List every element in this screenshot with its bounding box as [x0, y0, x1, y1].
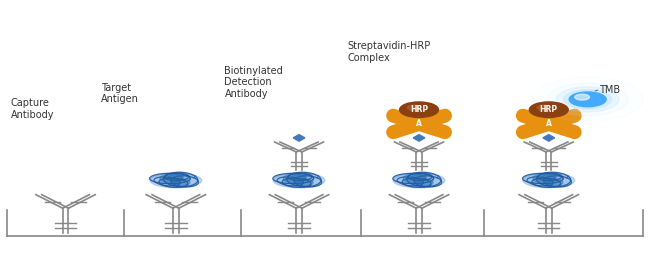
- Circle shape: [556, 87, 619, 112]
- Polygon shape: [413, 135, 425, 141]
- Circle shape: [564, 90, 612, 109]
- Polygon shape: [407, 172, 441, 187]
- Circle shape: [537, 105, 551, 110]
- Circle shape: [411, 174, 426, 180]
- Circle shape: [533, 174, 555, 183]
- Circle shape: [292, 174, 306, 180]
- Polygon shape: [543, 135, 554, 141]
- Circle shape: [529, 102, 568, 118]
- Text: HRP: HRP: [410, 105, 428, 114]
- Text: Target
Antigen: Target Antigen: [101, 82, 139, 104]
- Polygon shape: [523, 173, 564, 184]
- Text: A: A: [416, 119, 422, 128]
- Circle shape: [541, 174, 556, 180]
- Polygon shape: [150, 173, 190, 184]
- Circle shape: [408, 105, 421, 110]
- Circle shape: [547, 83, 629, 115]
- Ellipse shape: [150, 173, 202, 188]
- Circle shape: [569, 92, 606, 107]
- Circle shape: [283, 174, 305, 183]
- Text: Capture
Antibody: Capture Antibody: [10, 98, 54, 120]
- Circle shape: [403, 174, 425, 183]
- Circle shape: [532, 77, 643, 121]
- Polygon shape: [164, 172, 198, 187]
- Text: HRP: HRP: [540, 105, 558, 114]
- Circle shape: [160, 174, 182, 183]
- Polygon shape: [293, 135, 305, 141]
- Polygon shape: [287, 172, 321, 187]
- Circle shape: [294, 179, 313, 186]
- Circle shape: [545, 179, 563, 186]
- Circle shape: [172, 179, 190, 186]
- Polygon shape: [536, 172, 571, 187]
- Text: Biotinylated
Detection
Antibody: Biotinylated Detection Antibody: [224, 66, 283, 99]
- Polygon shape: [273, 173, 313, 184]
- Ellipse shape: [393, 173, 445, 188]
- Circle shape: [168, 174, 183, 180]
- Polygon shape: [402, 178, 431, 187]
- Circle shape: [575, 94, 590, 100]
- Text: A: A: [546, 119, 552, 128]
- Ellipse shape: [523, 173, 575, 188]
- Polygon shape: [282, 178, 311, 187]
- Polygon shape: [532, 178, 561, 187]
- Circle shape: [415, 179, 433, 186]
- Circle shape: [400, 102, 439, 118]
- Polygon shape: [393, 173, 434, 184]
- Text: Streptavidin-HRP
Complex: Streptavidin-HRP Complex: [348, 41, 431, 63]
- Ellipse shape: [273, 173, 325, 188]
- Polygon shape: [159, 178, 188, 187]
- Text: TMB: TMB: [599, 84, 621, 95]
